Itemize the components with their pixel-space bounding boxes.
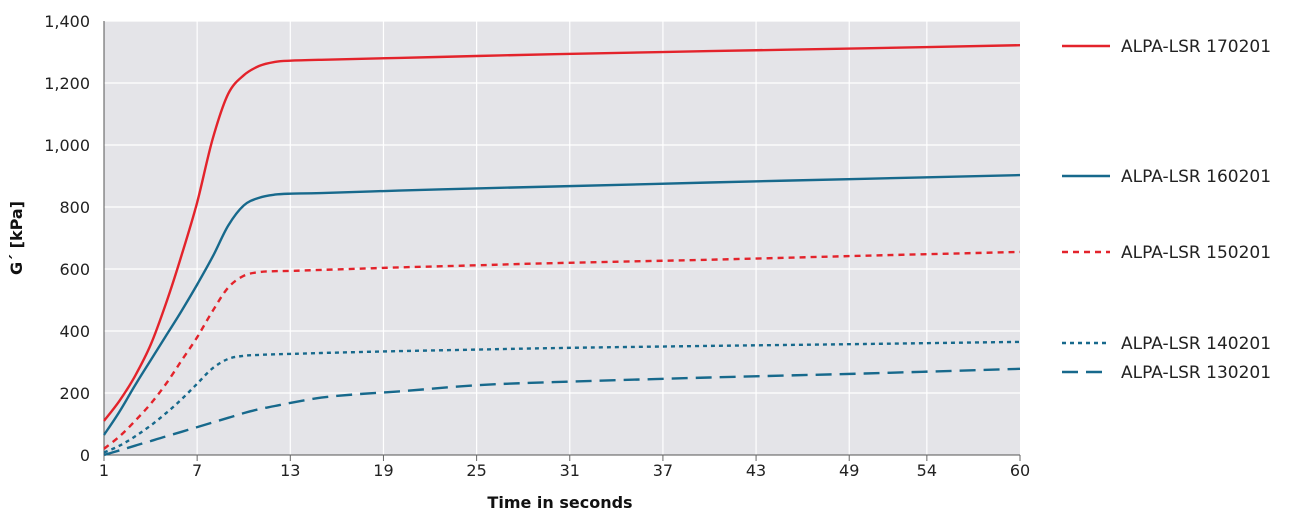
x-tick-label: 13 bbox=[280, 461, 300, 480]
x-tick-label: 43 bbox=[746, 461, 766, 480]
x-tick-label: 49 bbox=[839, 461, 859, 480]
legend-label: ALPA-LSR 160201 bbox=[1121, 167, 1271, 187]
y-axis-title: G´ [kPa] bbox=[7, 201, 26, 275]
legend-label: ALPA-LSR 140201 bbox=[1121, 334, 1271, 354]
series-line bbox=[103, 250, 1021, 450]
legend-label: ALPA-LSR 170201 bbox=[1121, 37, 1271, 57]
y-tick-label: 0 bbox=[80, 446, 90, 465]
x-tick-label: 1 bbox=[99, 461, 109, 480]
y-tick-label: 1,400 bbox=[44, 12, 90, 31]
y-tick-label: 600 bbox=[59, 260, 90, 279]
x-tick-label: 25 bbox=[466, 461, 486, 480]
y-tick-label: 1,200 bbox=[44, 74, 90, 93]
tick-labels: 0 200 400 600 800 1,000 1,200 1,400 1 7 13 19 25 31 37… bbox=[44, 12, 1030, 480]
series-lines bbox=[103, 44, 1021, 457]
plot-background bbox=[104, 21, 1020, 455]
y-tick-label: 200 bbox=[59, 384, 90, 403]
series-line bbox=[103, 367, 1021, 457]
y-tick-label: 1,000 bbox=[44, 136, 90, 155]
x-axis-title: Time in seconds bbox=[487, 493, 632, 512]
axes bbox=[103, 21, 1020, 456]
series-line bbox=[103, 44, 1021, 422]
x-tick-label: 60 bbox=[1010, 461, 1030, 480]
legend-label: ALPA-LSR 150201 bbox=[1121, 243, 1271, 263]
x-tick-label: 37 bbox=[653, 461, 673, 480]
series-line bbox=[103, 173, 1021, 436]
grid-lines bbox=[104, 20, 1020, 455]
y-tick-label: 400 bbox=[59, 322, 90, 341]
legend-label: ALPA-LSR 130201 bbox=[1121, 363, 1271, 383]
x-tick-label: 31 bbox=[560, 461, 580, 480]
x-tick-label: 54 bbox=[917, 461, 937, 480]
x-tick-label: 19 bbox=[373, 461, 393, 480]
x-tick-label: 7 bbox=[192, 461, 202, 480]
legend: ALPA-LSR 170201 ALPA-LSR 160201 ALPA-LSR 1… bbox=[1062, 37, 1271, 383]
y-tick-label: 800 bbox=[59, 198, 90, 217]
series-line bbox=[103, 340, 1021, 454]
